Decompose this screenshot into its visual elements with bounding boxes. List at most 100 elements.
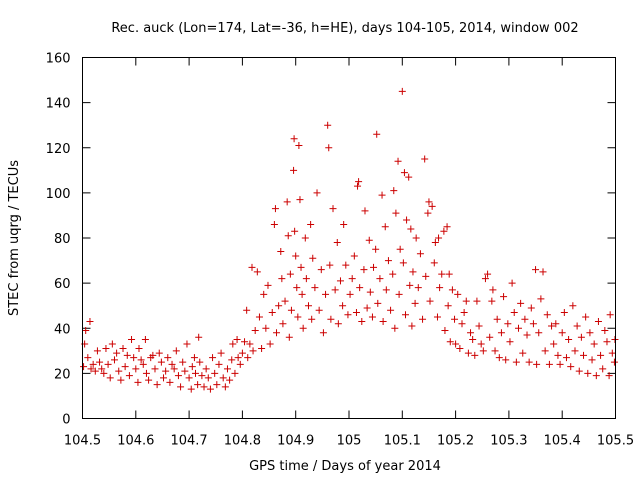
x-tick-label: 105.2 [437,434,474,449]
data-point [387,306,395,314]
data-point [372,245,380,253]
data-point [297,263,305,271]
data-point [333,239,341,247]
data-point [545,360,553,368]
data-point [164,354,172,362]
data-point [195,333,203,341]
data-point [438,270,446,278]
data-point [141,336,149,344]
data-point [168,360,176,368]
data-point [128,336,136,344]
data-point [251,327,259,335]
data-point [329,205,337,213]
data-point [381,223,389,231]
data-point [262,324,270,332]
data-point [373,130,381,138]
data-point [336,277,344,285]
data-point [137,356,145,364]
data-point [307,220,315,228]
data-point [211,369,219,377]
data-point [354,182,362,190]
data-point [479,347,487,355]
data-point [221,383,229,391]
data-point [162,367,170,375]
data-point [365,236,373,244]
data-point [426,297,434,305]
data-point [504,320,512,328]
data-point [580,351,588,359]
data-point [431,239,439,247]
data-point [590,340,598,348]
data-point [217,349,225,357]
data-point [284,232,292,240]
y-tick-label: 120 [46,142,71,157]
data-point [302,275,310,283]
x-tick-label: 105 [337,434,362,449]
data-point [541,347,549,355]
data-point [179,358,187,366]
data-point [313,189,321,197]
data-point [495,354,503,362]
data-point [281,297,289,305]
data-point [191,369,199,377]
data-point [419,315,427,323]
data-point [290,166,298,174]
data-point [244,354,252,362]
data-point [187,385,195,393]
data-point [153,381,161,389]
data-point [462,297,470,305]
data-point [412,234,420,242]
data-point [172,347,180,355]
data-point [519,349,527,357]
data-point [608,349,616,357]
data-point [283,198,291,206]
data-point [219,374,227,382]
data-point [565,336,573,344]
data-point [100,369,108,377]
data-point [441,327,449,335]
x-tick-label: 104.7 [170,434,207,449]
data-point [315,306,323,314]
data-point [342,261,350,269]
data-point [270,220,278,228]
data-point [87,365,95,373]
plot-frame [82,57,616,419]
data-point [448,286,456,294]
data-point [317,266,325,274]
data-point [236,360,244,368]
data-point [508,279,516,287]
data-point [467,329,475,337]
data-point [301,234,309,242]
data-point [304,302,312,310]
data-point [481,275,489,283]
data-point [255,313,263,321]
data-point [155,349,163,357]
data-point [142,369,150,377]
data-point [548,322,556,330]
data-point [500,293,508,301]
data-point [366,288,374,296]
data-point [535,329,543,337]
data-point [475,322,483,330]
data-point [292,252,300,260]
chart-title: Rec. auck (Lon=174, Lat=-36, h=HE), days… [111,21,578,36]
data-point [253,268,261,276]
data-point [594,317,602,325]
data-point [355,178,363,186]
data-point [428,202,436,210]
data-point [248,263,256,271]
y-axis-label: STEC from uqrg / TECUs [7,160,22,316]
data-point [398,87,406,95]
data-point [98,365,106,373]
data-point [346,290,354,298]
data-point [324,121,332,129]
data-point [134,378,142,386]
x-tick-label: 104.6 [117,434,154,449]
x-tick-label: 105.3 [490,434,527,449]
data-point [456,345,464,353]
data-point [200,383,208,391]
data-point [445,270,453,278]
data-point [421,155,429,163]
data-point [209,354,217,362]
data-point [223,365,231,373]
